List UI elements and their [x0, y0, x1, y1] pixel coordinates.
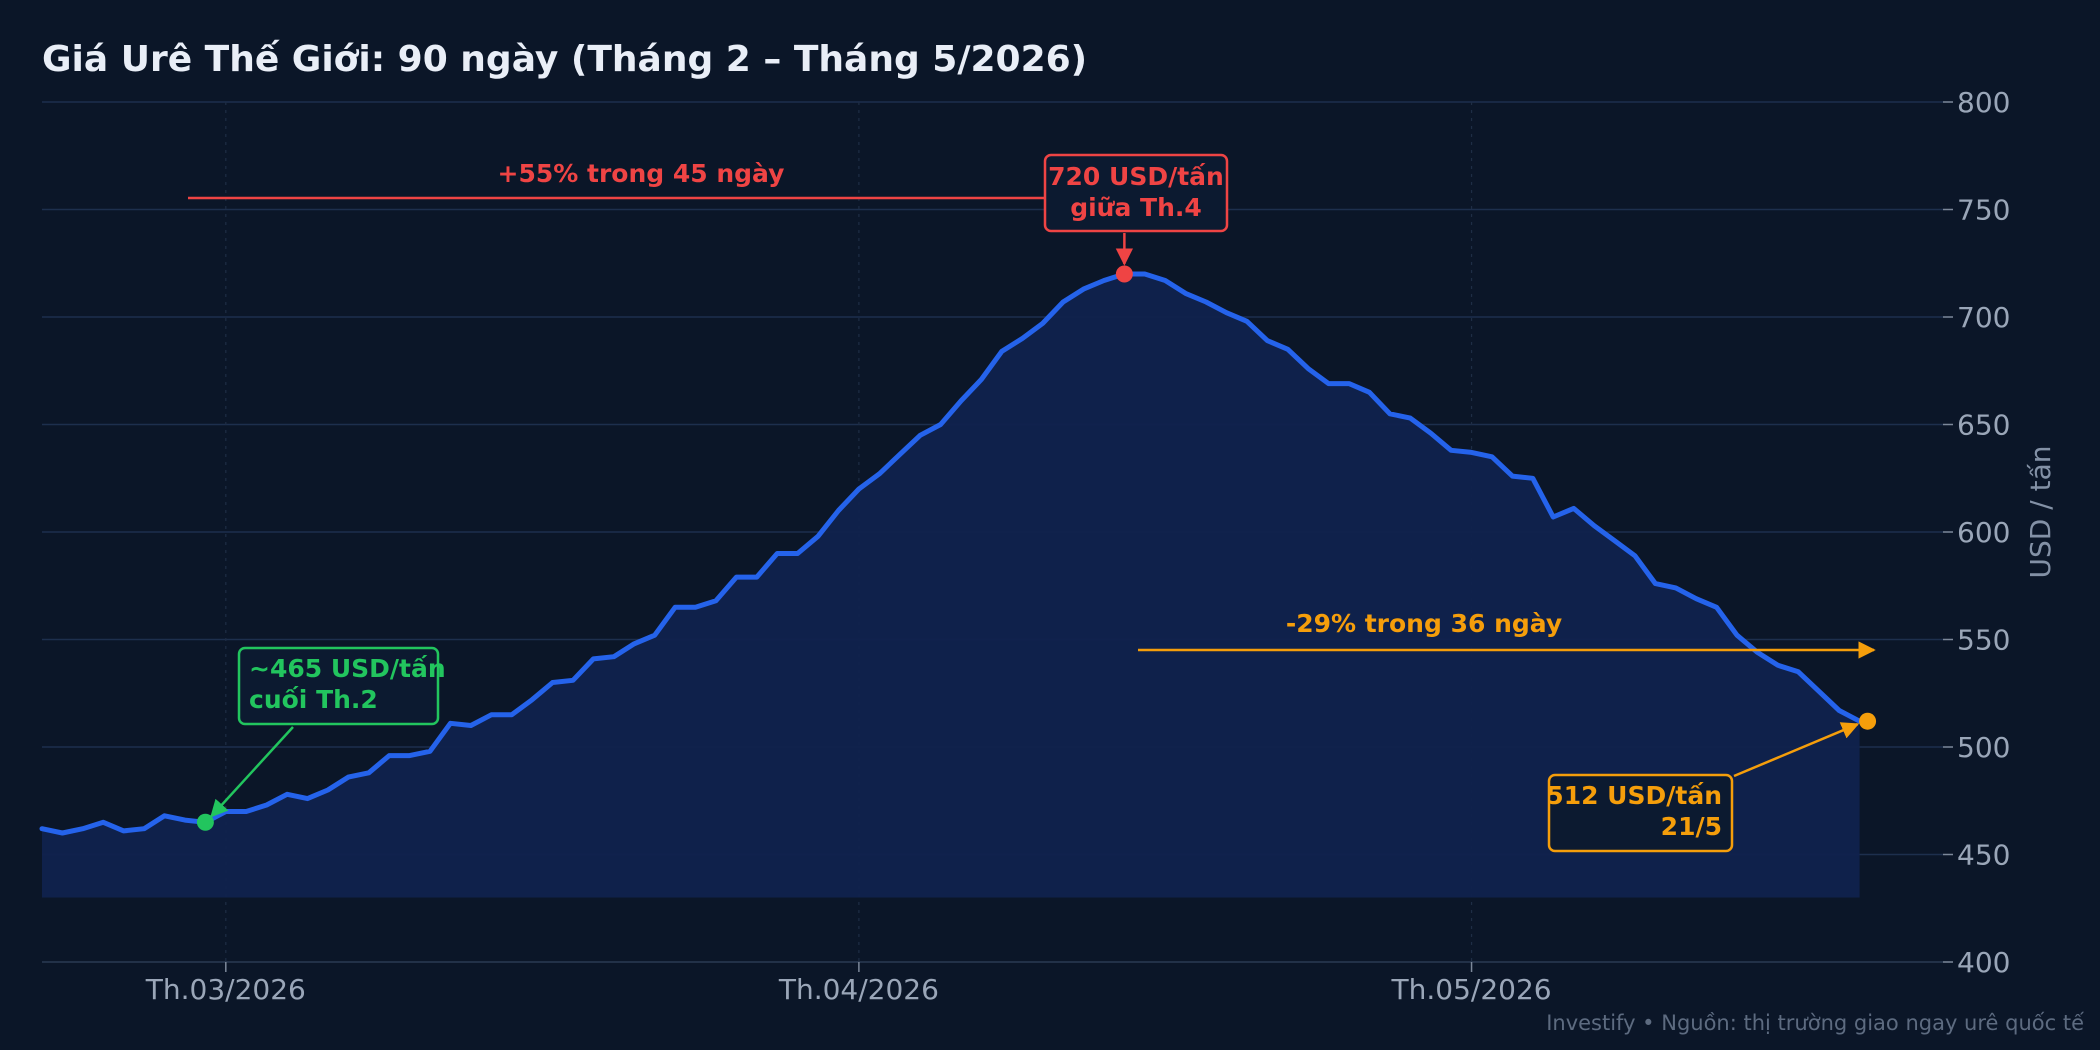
y-tick-label: 550 — [1957, 624, 2010, 657]
start-callout-line2: cuối Th.2 — [249, 685, 378, 714]
chart-title: Giá Urê Thế Giới: 90 ngày (Tháng 2 – Thá… — [42, 39, 1087, 80]
start-callout-line1: ~465 USD/tấn — [249, 654, 446, 683]
source-footer: Investify • Nguồn: thị trường giao ngay … — [1546, 1011, 2084, 1035]
peak-callout-box — [1043, 153, 1229, 233]
y-axis-label: USD / tấn — [2024, 446, 2057, 579]
y-tick-label: 700 — [1957, 301, 2010, 334]
y-tick-label: 600 — [1957, 516, 2010, 549]
y-tick-label: 500 — [1957, 731, 2010, 764]
series-line — [39, 271, 1863, 836]
start-arrow — [210, 726, 294, 818]
area-fill-layer — [42, 274, 1860, 898]
start-callout-box — [237, 646, 440, 726]
axes: 400 450 500 550 600 650 700 750 800 Th.03/2026 Th.… — [42, 86, 2010, 1006]
x-tick-label: Th.03/2026 — [145, 973, 306, 1006]
end-callout-line1: 512 USD/tấn — [1546, 781, 1722, 810]
peak-marker — [1115, 265, 1133, 283]
start-marker — [196, 813, 214, 831]
fall-label: -29% trong 36 ngày — [1286, 609, 1562, 638]
end-arrow — [1733, 722, 1860, 778]
y-tick-label: 450 — [1957, 839, 2010, 872]
end-marker — [1859, 712, 1877, 730]
annotation-layer: +55% trong 45 ngày -29% trong 36 ngày 720 … — [188, 153, 1877, 853]
peak-callout-line1: 720 USD/tấn — [1048, 162, 1224, 191]
end-callout-line2: 21/5 — [1661, 812, 1722, 841]
y-tick-label: 400 — [1957, 946, 2010, 979]
series-area — [42, 274, 1860, 898]
y-tick-label: 800 — [1957, 86, 2010, 119]
x-tick-label: Th.04/2026 — [778, 973, 939, 1006]
peak-callout-line2: giữa Th.4 — [1070, 193, 1202, 222]
end-callout-box — [1547, 773, 1734, 853]
y-tick-label: 750 — [1957, 194, 2010, 227]
y-tick-label: 650 — [1957, 409, 2010, 442]
price-line-layer — [39, 271, 1863, 836]
rise-label: +55% trong 45 ngày — [498, 159, 785, 188]
x-tick-label: Th.05/2026 — [1391, 973, 1552, 1006]
